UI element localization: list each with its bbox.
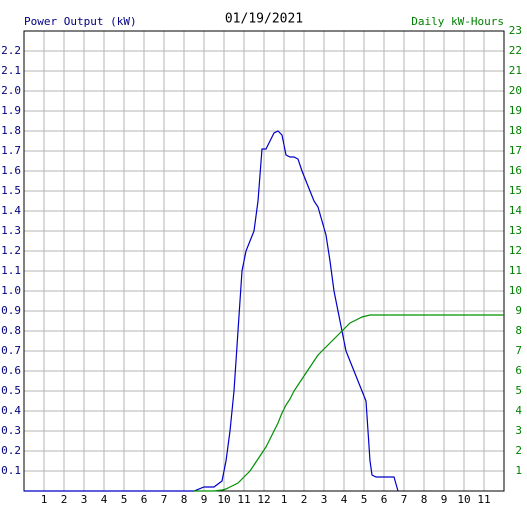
y-tick-label: 0.9	[1, 304, 21, 317]
x-tick-label: 3	[321, 493, 328, 506]
y2-tick-label: 11	[509, 264, 522, 277]
x-tick-label: 1	[41, 493, 48, 506]
y-tick-label: 1.7	[1, 144, 21, 157]
x-tick-label: 4	[341, 493, 348, 506]
y-tick-label: 0.4	[1, 404, 21, 417]
y-tick-label: 1.0	[1, 284, 21, 297]
y2-tick-label: 6	[515, 364, 522, 377]
x-tick-label: 9	[441, 493, 448, 506]
y-tick-label: 0.7	[1, 344, 21, 357]
y-tick-label: 0.3	[1, 424, 21, 437]
y2-tick-label: 9	[515, 304, 522, 317]
y2-tick-label: 23	[509, 24, 522, 37]
y-tick-label: 1.3	[1, 224, 21, 237]
y-tick-label: 1.5	[1, 184, 21, 197]
y-tick-label: 0.8	[1, 324, 21, 337]
x-tick-label: 10	[457, 493, 470, 506]
x-tick-label: 11	[477, 493, 490, 506]
y2-tick-label: 10	[509, 284, 522, 297]
y-axis-label: Power Output (kW)	[24, 15, 137, 28]
y2-tick-label: 14	[509, 204, 523, 217]
data-line	[194, 314, 504, 492]
y2-tick-label: 7	[515, 344, 522, 357]
y2-tick-label: 16	[509, 164, 522, 177]
data-line	[24, 130, 399, 492]
y2-tick-label: 13	[509, 224, 522, 237]
y-tick-label: 1.1	[1, 264, 21, 277]
x-tick-label: 8	[181, 493, 188, 506]
y-tick-label: 2.0	[1, 84, 21, 97]
y-tick-label: 1.6	[1, 164, 21, 177]
y-tick-label: 1.2	[1, 244, 21, 257]
y-tick-label: 0.6	[1, 364, 21, 377]
y2-tick-label: 3	[515, 424, 522, 437]
y2-tick-label: 21	[509, 64, 522, 77]
y-tick-label: 0.2	[1, 444, 21, 457]
y2-tick-label: 22	[509, 44, 522, 57]
y2-tick-label: 19	[509, 104, 522, 117]
y2-tick-label: 4	[515, 404, 522, 417]
x-tick-label: 8	[421, 493, 428, 506]
x-tick-label: 12	[257, 493, 270, 506]
x-tick-label: 2	[61, 493, 68, 506]
y-tick-label: 1.9	[1, 104, 21, 117]
x-tick-label: 4	[101, 493, 108, 506]
x-tick-label: 11	[237, 493, 250, 506]
y2-axis-label: Daily kW-Hours	[411, 15, 504, 28]
x-tick-label: 9	[201, 493, 208, 506]
y-tick-label: 0.1	[1, 464, 21, 477]
y-tick-label: 2.1	[1, 64, 21, 77]
y2-tick-label: 17	[509, 144, 522, 157]
x-tick-label: 5	[121, 493, 128, 506]
x-tick-label: 7	[401, 493, 408, 506]
x-tick-label: 1	[281, 493, 288, 506]
y2-tick-label: 8	[515, 324, 522, 337]
x-tick-label: 10	[217, 493, 230, 506]
y2-tick-label: 20	[509, 84, 522, 97]
y-tick-label: 1.8	[1, 124, 21, 137]
y-tick-label: 2.2	[1, 44, 21, 57]
x-tick-label: 3	[81, 493, 88, 506]
y2-tick-label: 2	[515, 444, 522, 457]
x-tick-label: 6	[141, 493, 148, 506]
x-tick-label: 6	[381, 493, 388, 506]
y-tick-label: 1.4	[1, 204, 21, 217]
y2-tick-label: 1	[515, 464, 522, 477]
x-tick-label: 5	[361, 493, 368, 506]
chart-title: 01/19/2021	[225, 12, 303, 27]
y2-tick-label: 18	[509, 124, 522, 137]
x-tick-label: 2	[301, 493, 308, 506]
x-tick-label: 7	[161, 493, 168, 506]
y2-tick-label: 12	[509, 244, 522, 257]
y2-tick-label: 15	[509, 184, 522, 197]
y2-tick-label: 5	[515, 384, 522, 397]
y-tick-label: 0.5	[1, 384, 21, 397]
plot-border	[23, 30, 505, 492]
